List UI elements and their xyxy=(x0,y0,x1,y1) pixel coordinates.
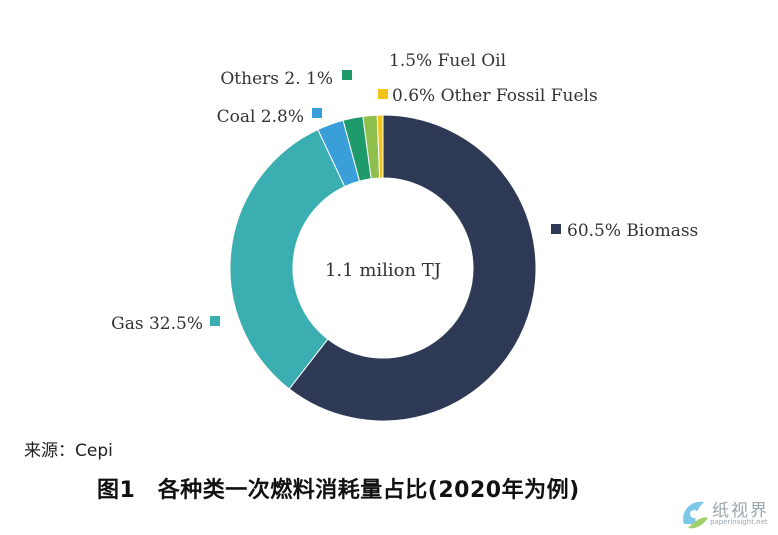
watermark-logo-icon xyxy=(683,501,708,529)
slice-other-fossil-fuels xyxy=(376,114,384,179)
watermark-text: 纸视界 xyxy=(712,501,769,521)
legend-swatch-other-fossil-fuels xyxy=(378,89,388,99)
slice-gas xyxy=(229,128,346,390)
watermark: 纸视界 paperinsight.net xyxy=(676,494,776,534)
legend-label-coal: Coal 2.8% xyxy=(217,107,304,127)
legend-label-others: Others 2. 1% xyxy=(220,69,333,89)
legend-label-gas: Gas 32.5% xyxy=(111,314,203,334)
slice-biomass xyxy=(288,114,537,422)
donut-slices xyxy=(229,114,537,422)
legend-label-fuel-oil: 1.5% Fuel Oil xyxy=(389,51,506,71)
legend-swatch-others xyxy=(342,70,352,80)
legend-swatch-gas xyxy=(210,316,220,326)
watermark-url: paperinsight.net xyxy=(710,518,768,526)
figure-caption: 图1 各种类一次燃料消耗量占比(2020年为例) xyxy=(97,478,580,503)
source-note: 来源：Cepi xyxy=(24,441,113,461)
legend-label-other-fossil-fuels: 0.6% Other Fossil Fuels xyxy=(392,86,598,106)
legend-swatch-biomass xyxy=(551,224,561,234)
legend-label-biomass: 60.5% Biomass xyxy=(567,221,698,241)
center-label: 1.1 milion TJ xyxy=(325,260,441,281)
legend-swatch-coal xyxy=(312,108,322,118)
